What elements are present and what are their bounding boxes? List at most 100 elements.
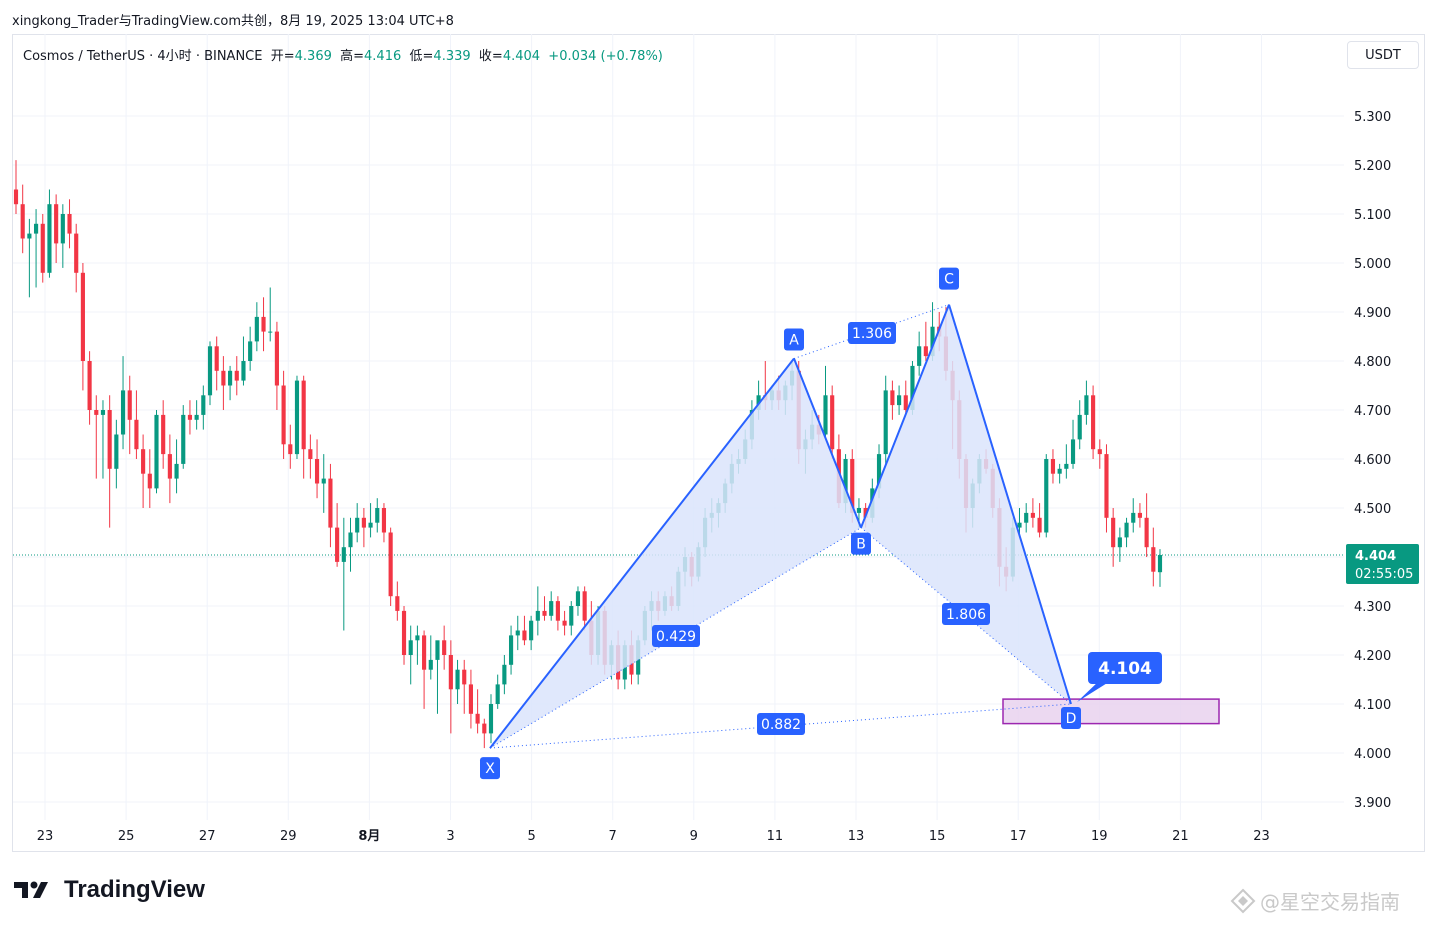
candle (127, 375, 132, 455)
price-tick-label: 4.200 (1354, 649, 1391, 664)
candle (174, 439, 179, 494)
candle-body (187, 414, 193, 420)
tradingview-logo[interactable]: TradingView (14, 876, 205, 904)
candle-body (228, 370, 233, 386)
target-zone (1002, 698, 1220, 725)
candle (462, 659, 467, 714)
candle-body (214, 346, 219, 371)
candle-body (361, 517, 366, 528)
candle (221, 356, 226, 410)
candle (87, 351, 92, 425)
price-tick-label: 4.000 (1354, 747, 1391, 762)
time-tick-label: 3 (446, 829, 454, 844)
candle-body (395, 596, 400, 611)
ratio-badge (848, 322, 896, 344)
candle-body (47, 204, 52, 273)
candle (482, 718, 487, 749)
candle-body (890, 390, 895, 406)
candle-body (33, 223, 39, 234)
candle-body (1117, 537, 1122, 548)
candle (1137, 503, 1143, 528)
candle (428, 635, 433, 680)
candle-body (207, 346, 213, 396)
open-label: 开= (270, 49, 295, 64)
candle-body (13, 189, 19, 205)
time-tick-label: 7 (609, 829, 617, 844)
candle-body (488, 704, 494, 734)
candle-body (127, 390, 132, 420)
pattern-leg (860, 304, 950, 528)
candle-body (107, 410, 112, 469)
time-tick-label: 23 (1253, 829, 1270, 844)
currency-button[interactable]: USDT (1347, 41, 1419, 69)
price-grid (13, 34, 1344, 820)
candle (1104, 444, 1109, 533)
candle (228, 365, 233, 401)
candle (1030, 498, 1035, 528)
candle (535, 586, 540, 636)
candle (335, 503, 340, 567)
candle (522, 615, 527, 646)
candle-body (1050, 459, 1056, 474)
candle-body (1024, 512, 1029, 523)
candle (20, 184, 25, 254)
candle-body (241, 361, 246, 381)
tradingview-logo-text: TradingView (64, 876, 205, 903)
candle-body (94, 410, 99, 415)
candle (241, 336, 246, 386)
pattern-leg (489, 357, 795, 749)
candle (448, 640, 453, 734)
candle (582, 586, 587, 631)
candle-body (830, 395, 835, 450)
candle (408, 625, 413, 685)
candle-body (67, 214, 72, 234)
candle-body (314, 459, 320, 484)
last-price-label: 4.404 (1355, 549, 1396, 564)
pattern-point-label: B (856, 537, 866, 553)
pattern-leg (948, 304, 1072, 705)
candle (1131, 498, 1136, 533)
candle (502, 655, 507, 695)
candle-body (863, 508, 868, 518)
symbol-name[interactable]: Cosmos / TetherUS · 4小时 · BINANCE (23, 49, 263, 64)
ratio-label: 1.306 (852, 326, 892, 342)
candle-body (1057, 468, 1062, 474)
candle (288, 424, 293, 469)
pattern-point-badge (480, 757, 500, 780)
candle (147, 449, 152, 508)
candle-body (221, 370, 226, 386)
candle (141, 434, 146, 508)
candle (1064, 444, 1069, 479)
candle-body (1030, 512, 1035, 518)
candle-body (917, 346, 922, 366)
time-tick-label: 29 (280, 829, 297, 844)
candle-body (335, 527, 340, 562)
candle (314, 439, 320, 499)
candle-body (114, 434, 119, 469)
candle (348, 517, 353, 572)
low-label: 低= (409, 49, 434, 64)
candle (341, 517, 346, 631)
pattern-point-badge (1061, 707, 1081, 729)
candle-body (74, 233, 79, 273)
candle-body (120, 390, 126, 435)
candle-body (1070, 439, 1076, 464)
candle-body (910, 365, 915, 410)
candle-body (415, 635, 420, 641)
candle-body (442, 640, 447, 655)
candle-body (1097, 449, 1102, 455)
candle (254, 302, 259, 352)
candle (107, 395, 112, 528)
change-value: +0.034 (+0.78%) (548, 49, 663, 64)
candle-body (455, 669, 460, 690)
candle (923, 321, 928, 361)
candle (917, 331, 922, 376)
candle-body (1104, 454, 1109, 518)
candle-body (876, 454, 882, 489)
candle (67, 199, 72, 249)
candle-body (535, 610, 540, 621)
candle-body (401, 610, 407, 655)
candle-body (174, 463, 179, 479)
candle-body (495, 684, 500, 704)
